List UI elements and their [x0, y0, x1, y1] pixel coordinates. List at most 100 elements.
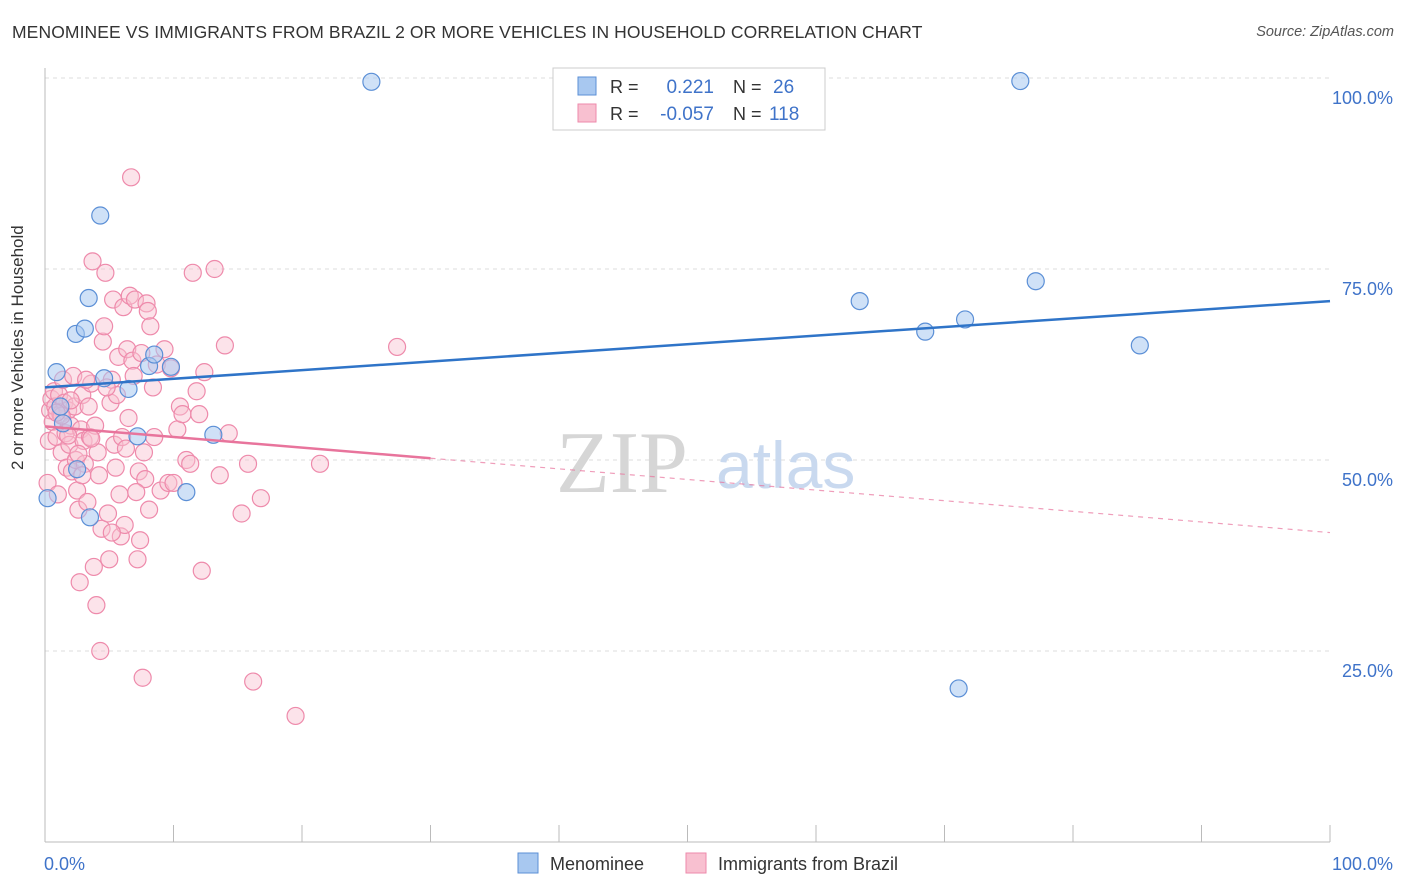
menominee-point-17: [362, 72, 381, 91]
brazil-point-60: [118, 340, 137, 359]
brazil-point-93: [192, 561, 211, 580]
brazil-point-59: [116, 439, 136, 458]
brazil-point-68: [130, 531, 150, 550]
trend-lines: [44, 299, 1331, 534]
y-tick-label-0: 100.0%: [1332, 88, 1393, 108]
brazil-point-74: [138, 301, 157, 321]
brazil-point-44: [96, 263, 115, 282]
brazil-point-40: [91, 641, 110, 661]
brazil-point-45: [98, 504, 118, 523]
brazil-point-84: [164, 473, 183, 493]
brazil-point-105: [387, 337, 407, 357]
brazil-point-47: [101, 393, 120, 412]
source-credit: Source: ZipAtlas.com: [1256, 24, 1394, 40]
menominee-point-20: [916, 322, 935, 341]
brazil-point-66: [128, 550, 147, 569]
brazil-point-111: [119, 408, 138, 428]
brazil-point-25: [70, 573, 89, 592]
brazil-point-117: [127, 482, 146, 502]
menominee-point-25: [51, 397, 70, 416]
brazil-point-75: [139, 500, 159, 519]
brazil-point-39: [89, 466, 109, 485]
brazil-trend-line-dashed: [430, 457, 1331, 534]
brazil-point-71: [134, 443, 154, 462]
brazil-point-42: [93, 332, 112, 351]
brazil-point-34: [83, 252, 102, 271]
brazil-point-82: [159, 473, 178, 493]
legend-box: [552, 67, 826, 131]
brazil-point-65: [125, 290, 145, 309]
brazil-point-70: [133, 668, 152, 687]
brazil-point-96: [210, 466, 229, 485]
series-legend: Menominee Immigrants from Brazil: [517, 852, 898, 874]
brazil-point-99: [232, 504, 251, 523]
menominee-point-14: [161, 357, 181, 376]
menominee-points: [38, 71, 1149, 698]
menominee-point-23: [1130, 336, 1149, 355]
brazil-point-103: [286, 706, 305, 726]
menominee-point-6: [75, 319, 94, 338]
menominee-point-8: [91, 206, 110, 225]
legend-r-value-1: 0.221: [666, 77, 714, 98]
menominee-point-24: [949, 679, 968, 698]
tick-labels: 100.0% 75.0% 50.0% 25.0% 0.0% 100.0%: [44, 88, 1393, 874]
menominee-trend-line: [44, 299, 1331, 389]
menominee-point-21: [955, 310, 975, 329]
brazil-point-30: [78, 492, 97, 512]
brazil-point-92: [190, 405, 209, 424]
brazil-point-41: [92, 519, 111, 538]
brazil-point-97: [215, 336, 234, 355]
legend-n-value-1: 26: [773, 77, 794, 98]
brazil-point-90: [183, 263, 202, 282]
y-tick-label-3: 25.0%: [1342, 661, 1393, 681]
menominee-point-15: [177, 482, 196, 502]
watermark-atlas: atlas: [716, 428, 855, 502]
legend-n-value-2: 118: [769, 104, 799, 125]
menominee-point-22: [1026, 272, 1045, 291]
brazil-point-54: [110, 485, 129, 504]
brazil-point-31: [79, 397, 98, 416]
x-tick-label-1: 100.0%: [1332, 854, 1393, 874]
menominee-point-10: [119, 379, 138, 399]
brazil-point-73: [137, 294, 156, 313]
brazil-point-87: [173, 405, 192, 424]
brazil-point-35: [84, 557, 103, 577]
brazil-point-46: [100, 550, 119, 569]
legend-n-label-2: N =: [733, 104, 762, 124]
menominee-point-1: [47, 363, 66, 382]
watermark-zip: ZIP: [556, 415, 688, 512]
chart-title: MENOMINEE VS IMMIGRANTS FROM BRAZIL 2 OR…: [12, 22, 923, 42]
correlation-legend: R = 0.221 N = 26 R = -0.057 N = 118: [552, 67, 826, 131]
menominee-point-0: [38, 489, 57, 508]
bottom-legend-label-menominee: Menominee: [550, 854, 644, 874]
legend-n-label-1: N =: [733, 77, 762, 97]
y-tick-label-2: 50.0%: [1342, 470, 1393, 490]
menominee-point-18: [1011, 71, 1030, 91]
brazil-point-104: [310, 454, 330, 473]
brazil-point-101: [244, 672, 263, 691]
brazil-point-67: [129, 462, 148, 481]
brazil-point-89: [181, 454, 200, 473]
menominee-point-13: [145, 345, 164, 364]
brazil-point-72: [136, 470, 155, 489]
brazil-point-43: [95, 317, 114, 336]
legend-swatch-brazil: [577, 103, 597, 123]
brazil-point-51: [106, 458, 125, 477]
brazil-point-91: [187, 382, 206, 401]
brazil-point-98: [219, 424, 238, 443]
brazil-point-55: [111, 527, 130, 546]
brazil-point-62: [121, 168, 141, 187]
brazil-trend-line-solid: [44, 425, 431, 460]
x-tick-label-0: 0.0%: [44, 854, 85, 874]
menominee-point-3: [68, 460, 87, 479]
brazil-point-102: [251, 489, 270, 508]
menominee-point-4: [80, 508, 100, 527]
brazil-point-76: [141, 317, 160, 336]
brazil-point-116: [102, 523, 121, 542]
menominee-point-11: [128, 427, 147, 446]
brazil-point-100: [238, 454, 258, 473]
grid-lines: [45, 77, 1330, 652]
brazil-point-108: [69, 444, 88, 463]
legend-r-label-1: R =: [610, 77, 639, 97]
